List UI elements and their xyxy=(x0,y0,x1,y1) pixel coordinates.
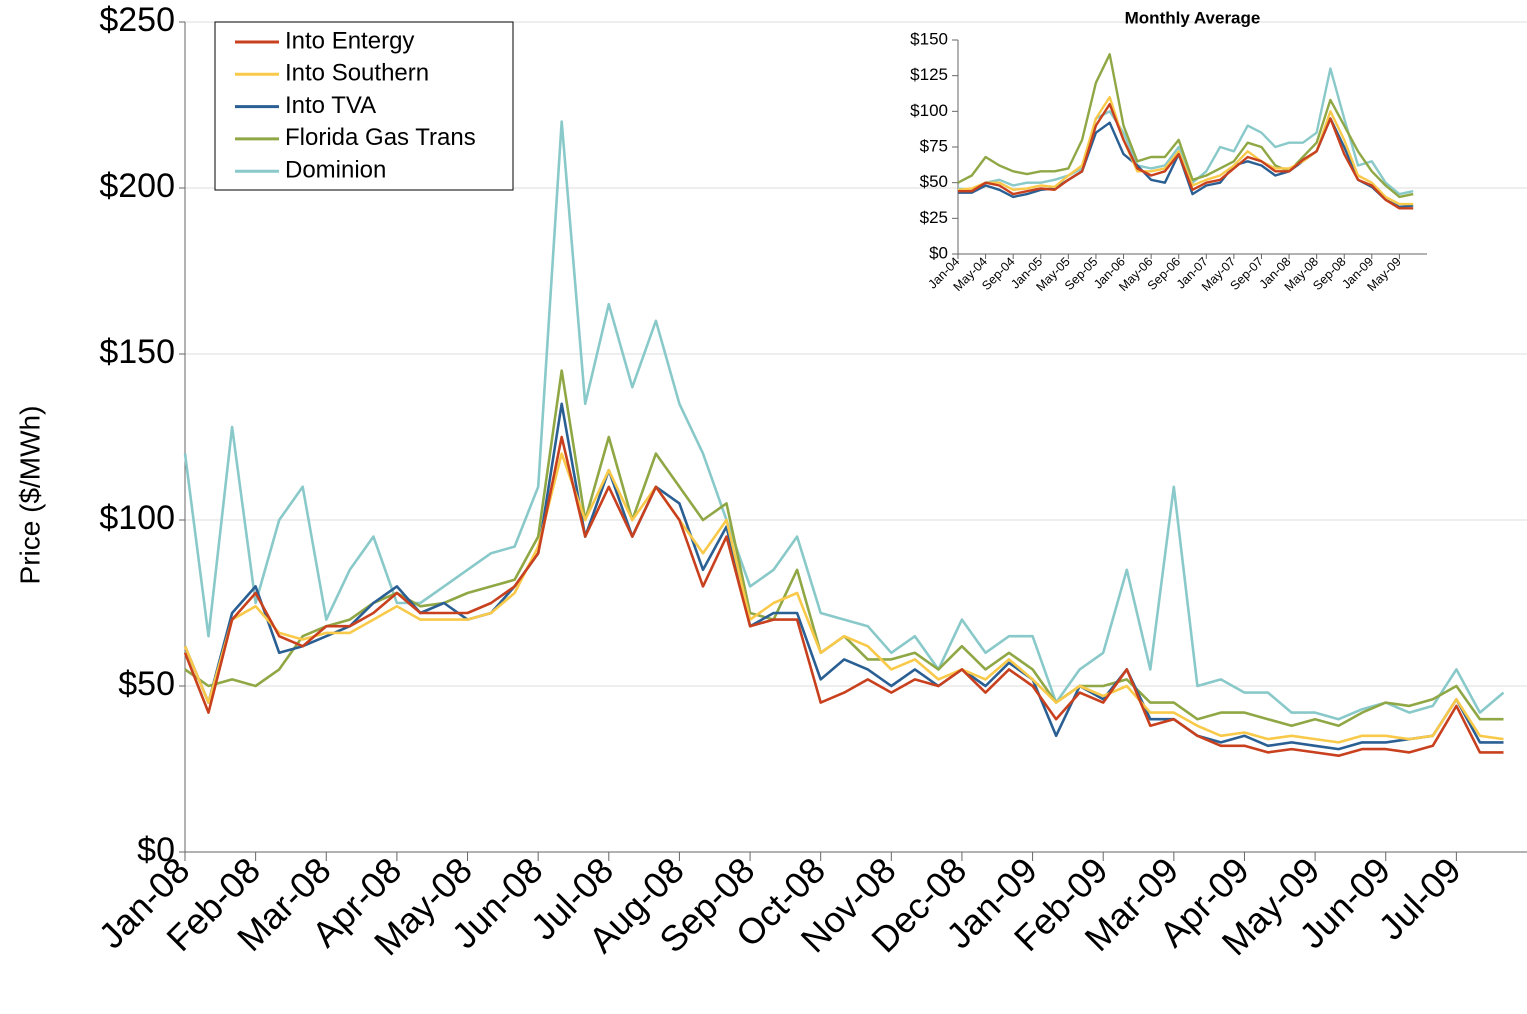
y-tick-label: $250 xyxy=(99,1,175,39)
series-line xyxy=(183,435,1504,757)
series-line xyxy=(184,369,1504,728)
series-line xyxy=(957,67,1414,196)
y-tick-label: $50 xyxy=(920,172,948,191)
y-tick-label: $125 xyxy=(910,65,948,84)
series-line xyxy=(183,120,1505,721)
series-line xyxy=(183,402,1504,751)
y-tick-label: $200 xyxy=(99,167,175,205)
y-tick-label: $150 xyxy=(99,333,175,371)
y-tick-label: $0 xyxy=(929,243,948,262)
legend-label: Into TVA xyxy=(285,92,376,119)
legend-label: Dominion xyxy=(285,157,386,184)
legend-label: Into Southern xyxy=(285,60,429,87)
y-tick-label: $25 xyxy=(920,208,948,227)
y-tick-label: $100 xyxy=(910,101,948,120)
y-tick-label: $0 xyxy=(137,831,175,869)
series-line xyxy=(957,53,1414,199)
series-line xyxy=(958,103,1414,210)
legend-label: Florida Gas Trans xyxy=(285,124,476,151)
chart-title: Monthly Average xyxy=(1125,8,1261,27)
series-line xyxy=(183,452,1504,744)
x-tick-label: Jul-09 xyxy=(1370,849,1468,947)
legend-label: Into Entergy xyxy=(285,27,414,54)
y-tick-label: $75 xyxy=(920,136,948,155)
y-tick-label: $150 xyxy=(910,29,948,48)
y-tick-label: $50 xyxy=(118,665,175,703)
y-axis-label: Price ($/MWh) xyxy=(14,406,45,585)
y-tick-label: $100 xyxy=(99,499,175,537)
series-line xyxy=(957,95,1414,206)
